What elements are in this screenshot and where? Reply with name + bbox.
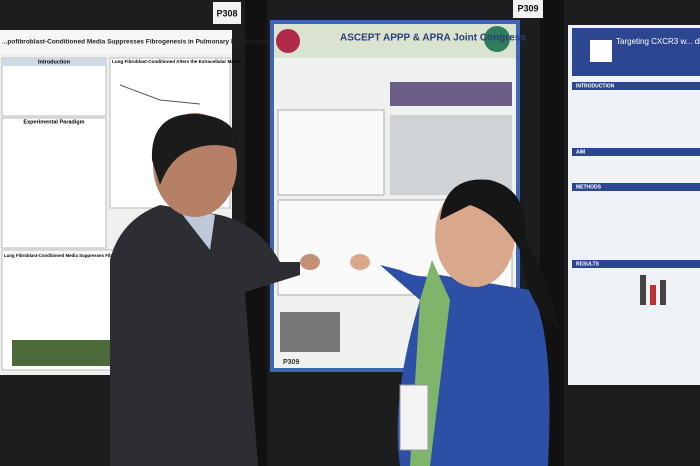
board-tag (213, 2, 241, 24)
congress-banner: ASCEPT APPP & APRA Joint Congress (340, 33, 526, 44)
board-tag (513, 0, 543, 18)
logo (590, 40, 612, 62)
section-bar (572, 148, 700, 156)
shirt (175, 205, 215, 250)
hand (300, 254, 320, 270)
poster-banner (274, 24, 516, 58)
section-title: AIM (576, 149, 585, 155)
microscopy-strip (12, 340, 116, 366)
panel (1, 57, 107, 117)
poster-sheet (568, 25, 700, 385)
logo (484, 26, 510, 52)
man (110, 113, 320, 466)
section-bar (572, 260, 700, 268)
board-label: P309 (517, 3, 538, 13)
panel (1, 117, 107, 249)
section-title: METHODS (576, 184, 602, 190)
graph-line (119, 84, 201, 105)
figure (390, 82, 512, 106)
section-title: Lung Fibroblast-Conditioned Alters the E… (112, 59, 241, 64)
panel-header (2, 58, 106, 66)
poster-header (0, 30, 232, 54)
section-title: RESULTS (576, 261, 600, 267)
board-label: P308 (216, 8, 237, 18)
figure-bar (660, 280, 666, 305)
figure-bar (640, 275, 646, 305)
hair (151, 113, 239, 185)
logo (276, 29, 300, 53)
figure-bar (650, 285, 656, 305)
figure (277, 109, 385, 196)
hair (440, 179, 560, 330)
right-poster: Targeting CXCR3 w... diseases features i… (568, 25, 700, 385)
hand (350, 254, 370, 270)
section-bar (572, 183, 700, 191)
name-badge (399, 384, 429, 451)
section-title: Introduction (38, 59, 71, 65)
poster-number: P309 (283, 359, 299, 366)
section-bar (572, 82, 700, 90)
suit (110, 205, 300, 466)
section-title: Lung Fibroblast-Conditioned Media Suppre… (4, 253, 151, 258)
figure (280, 312, 340, 352)
section-title: INTRODUCTION (576, 83, 615, 89)
poster-title: ...pofibroblast-Conditioned Media Suppre… (2, 39, 278, 46)
poster-title: Targeting CXCR3 w... diseases features i… (616, 37, 700, 46)
woman (350, 179, 560, 466)
section-title: Experimental Paradigm (23, 119, 84, 125)
